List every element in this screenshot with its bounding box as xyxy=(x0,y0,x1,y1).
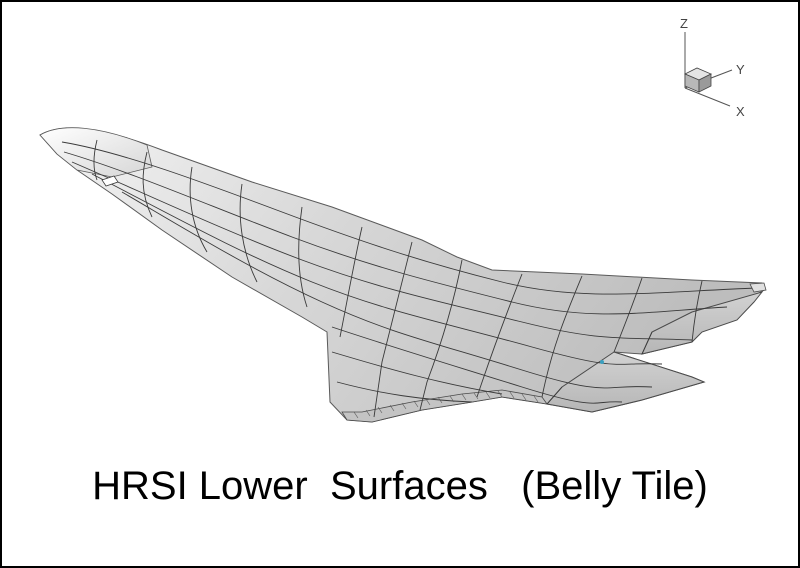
axis-triad: Z Y X xyxy=(680,16,745,119)
nose-cap xyxy=(39,127,153,178)
mesh-transverse-lines xyxy=(93,139,703,418)
axis-cube xyxy=(684,67,712,93)
wing-tip xyxy=(749,282,767,293)
mesh-longitudinal-lines xyxy=(61,141,758,404)
trailing-edge-ticks xyxy=(353,390,539,419)
y-axis-label: Y xyxy=(736,62,745,77)
figure-caption: HRSI Lower Surfaces (Belly Tile) xyxy=(92,464,708,508)
z-axis-label: Z xyxy=(680,16,688,31)
x-axis-label: X xyxy=(736,104,745,119)
probe-marker xyxy=(600,360,604,364)
nose-gear-door xyxy=(101,175,119,187)
